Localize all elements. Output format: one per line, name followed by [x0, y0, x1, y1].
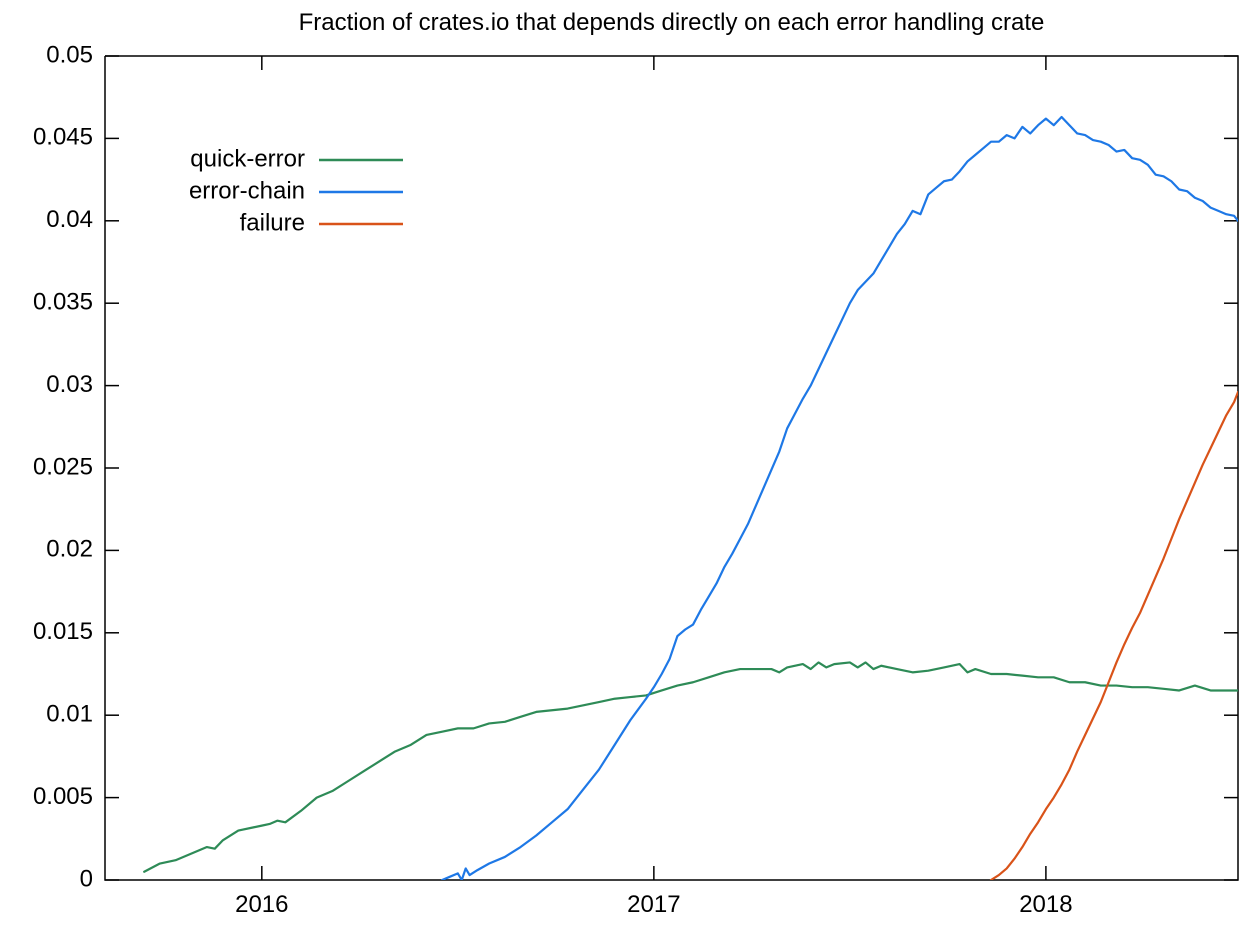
chart-title: Fraction of crates.io that depends direc… [299, 9, 1045, 36]
y-tick-label: 0.045 [33, 124, 93, 151]
x-tick-label: 2016 [235, 891, 288, 918]
y-tick-label: 0.01 [46, 701, 93, 728]
legend-label-failure: failure [240, 209, 305, 236]
legend-label-quick-error: quick-error [190, 145, 305, 172]
x-tick-label: 2017 [627, 891, 680, 918]
chart-container: Fraction of crates.io that depends direc… [0, 0, 1244, 948]
x-tick-label: 2018 [1019, 891, 1072, 918]
y-tick-label: 0.035 [33, 289, 93, 316]
y-tick-label: 0 [80, 865, 93, 892]
y-tick-label: 0.02 [46, 536, 93, 563]
y-tick-label: 0.03 [46, 371, 93, 398]
y-tick-label: 0.005 [33, 783, 93, 810]
y-tick-label: 0.05 [46, 41, 93, 68]
y-tick-label: 0.015 [33, 618, 93, 645]
line-chart: Fraction of crates.io that depends direc… [0, 0, 1244, 948]
chart-bg [0, 0, 1244, 948]
y-tick-label: 0.04 [46, 206, 93, 233]
legend-label-error-chain: error-chain [189, 177, 305, 204]
y-tick-label: 0.025 [33, 453, 93, 480]
